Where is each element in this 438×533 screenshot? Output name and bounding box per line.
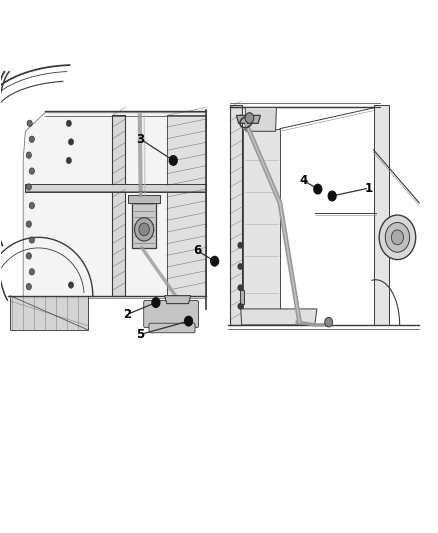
Circle shape xyxy=(152,298,160,308)
Polygon shape xyxy=(127,195,160,203)
Text: 4: 4 xyxy=(300,174,308,187)
Circle shape xyxy=(245,113,254,123)
Circle shape xyxy=(328,191,336,201)
Polygon shape xyxy=(374,105,389,325)
Text: 3: 3 xyxy=(137,133,145,146)
Circle shape xyxy=(29,136,35,142)
Circle shape xyxy=(314,184,322,194)
Circle shape xyxy=(134,217,154,241)
Circle shape xyxy=(238,264,243,269)
Circle shape xyxy=(238,304,243,309)
Circle shape xyxy=(66,120,71,126)
Text: 6: 6 xyxy=(193,244,201,257)
Circle shape xyxy=(29,168,35,174)
Circle shape xyxy=(170,156,177,165)
Text: 1: 1 xyxy=(365,182,373,195)
Circle shape xyxy=(26,221,32,227)
Circle shape xyxy=(68,282,74,288)
Circle shape xyxy=(139,223,149,236)
Circle shape xyxy=(29,269,35,275)
Circle shape xyxy=(29,237,35,243)
Text: 2: 2 xyxy=(124,308,132,321)
Polygon shape xyxy=(167,115,206,296)
Polygon shape xyxy=(240,290,244,304)
Polygon shape xyxy=(25,184,206,192)
Text: 5: 5 xyxy=(137,328,145,341)
Circle shape xyxy=(238,243,243,248)
Polygon shape xyxy=(241,309,317,325)
Polygon shape xyxy=(237,115,260,123)
Circle shape xyxy=(26,152,32,158)
Polygon shape xyxy=(132,200,156,248)
Polygon shape xyxy=(244,128,280,322)
Polygon shape xyxy=(113,115,125,296)
Polygon shape xyxy=(165,296,191,304)
Circle shape xyxy=(26,184,32,190)
Circle shape xyxy=(27,120,32,126)
Circle shape xyxy=(66,157,71,164)
Circle shape xyxy=(185,317,192,326)
Circle shape xyxy=(385,222,410,252)
Circle shape xyxy=(325,317,332,327)
FancyBboxPatch shape xyxy=(149,323,195,333)
Polygon shape xyxy=(10,296,88,330)
FancyBboxPatch shape xyxy=(144,301,198,327)
Circle shape xyxy=(211,256,219,266)
Polygon shape xyxy=(230,105,242,325)
Polygon shape xyxy=(23,113,206,298)
Polygon shape xyxy=(245,108,276,131)
Circle shape xyxy=(379,215,416,260)
Circle shape xyxy=(29,203,35,209)
Circle shape xyxy=(26,284,32,290)
Circle shape xyxy=(238,285,243,290)
Circle shape xyxy=(26,253,32,259)
Circle shape xyxy=(391,230,403,245)
Circle shape xyxy=(68,139,74,145)
